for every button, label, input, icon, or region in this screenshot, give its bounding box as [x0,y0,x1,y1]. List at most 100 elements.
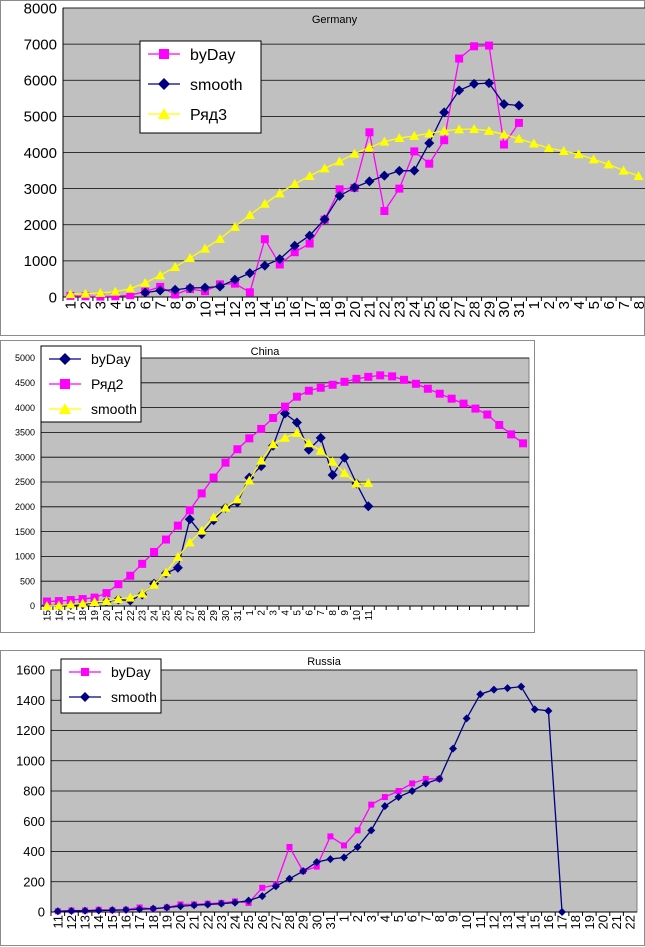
x-tick-label: 18 [568,915,583,929]
legend-label: Ряд3 [190,107,227,124]
data-point [102,589,111,598]
chart-title: Germany [312,14,358,26]
data-point [471,404,480,413]
data-point [353,842,362,851]
series-2 [41,427,374,610]
x-tick-label: 29 [209,610,220,622]
x-tick-label: 13 [78,915,93,929]
data-point [499,140,508,149]
legend-marker [81,668,89,676]
data-point [41,601,52,610]
data-point [315,445,326,455]
x-tick-label: 10 [352,610,363,622]
x-tick-label: 28 [466,301,483,318]
data-point [364,142,375,152]
data-point [220,502,231,512]
data-point [65,599,76,609]
data-point [394,133,405,143]
data-point [244,475,255,485]
data-point [334,156,345,166]
series-1 [53,682,567,916]
data-point [214,233,225,243]
x-tick-label: 28 [197,610,208,622]
x-tick-label: 16 [287,301,304,318]
legend-marker [158,78,170,90]
chart-title: China [251,346,281,358]
data-point [339,468,350,478]
data-point [363,477,374,487]
y-tick-label: 0 [49,289,57,306]
x-tick-label: 7 [152,301,169,309]
x-tick-label: 3 [364,915,379,922]
x-tick-label: 21 [187,915,202,929]
y-tick-label: 600 [23,814,45,829]
legend: byDay Ряд2 smooth [40,345,142,423]
x-tick-label: 31 [511,301,528,318]
x-tick-label: 20 [102,610,113,622]
data-point [291,427,302,437]
data-point [140,287,151,298]
data-point [469,78,480,89]
data-point [513,100,524,111]
x-tick-label: 12 [486,915,501,929]
legend-label: byDay [111,664,151,680]
data-point [352,374,361,383]
data-point [364,372,373,381]
data-point [77,598,88,608]
data-point [138,559,147,568]
y-tick-label: 4500 [15,378,35,388]
data-point [94,906,103,915]
data-point [304,386,313,395]
x-tick-label: 22 [623,915,638,929]
data-point [209,473,218,482]
china-chart: 0 500 1000 1500 2000 2500 3000 3500 4000 4500 5000… [15,345,530,622]
data-point [411,379,420,388]
data-point [256,461,267,472]
x-tick-label: 23 [214,915,229,929]
x-tick-label: 15 [42,610,53,622]
data-point [137,588,148,598]
data-point [326,855,335,864]
legend: byDay smooth [60,658,162,714]
x-tick-label: 25 [421,301,438,318]
data-point [184,537,195,547]
y-tick-label: 0 [30,601,35,611]
x-tick-label: 5 [123,301,140,309]
data-point [379,170,390,181]
data-point [423,384,432,393]
legend-label: smooth [111,689,157,705]
x-tick-label: 8 [328,610,339,616]
data-point [285,874,294,883]
data-point [259,198,270,208]
x-tick-label: 31 [233,610,244,622]
data-point [447,394,456,403]
x-tick-label: 25 [161,610,172,622]
x-tick-label: 26 [255,915,270,929]
x-tick-label: 2 [350,915,365,922]
data-point [327,470,338,481]
x-tick-label: 18 [78,610,89,622]
x-tick-label: 8 [432,915,447,922]
x-tick-label: 27 [185,610,196,622]
data-point [380,207,389,216]
y-tick-label: 2000 [15,502,35,512]
data-point [160,567,171,577]
data-point [135,905,144,914]
y-tick-label: 4000 [24,145,57,162]
data-point [290,248,299,257]
y-tick-label: 1600 [16,663,45,678]
data-point [462,714,471,723]
data-point [161,535,170,544]
data-point [208,512,219,522]
data-point [280,432,290,442]
x-tick-label: 15 [272,301,289,318]
data-point [185,506,194,515]
data-point [530,705,539,714]
x-tick-label: 30 [496,301,513,318]
data-point [618,165,629,175]
data-point [484,125,495,135]
x-tick-label: 27 [451,301,468,318]
data-point [173,521,182,530]
x-tick-label: 6 [137,301,154,309]
data-point [454,124,465,134]
